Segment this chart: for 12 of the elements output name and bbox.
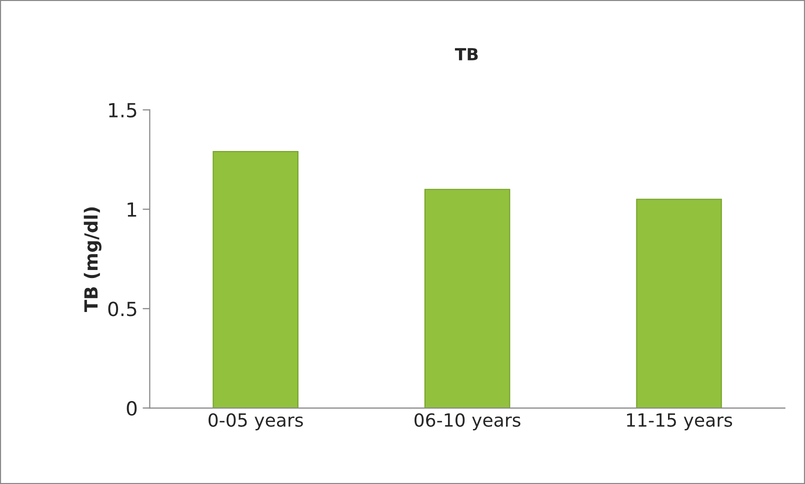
x-tick-label: 11-15 years — [627, 413, 732, 430]
y-tick-label: 0 — [126, 400, 137, 416]
bar — [424, 188, 510, 408]
chart-title: TB — [454, 48, 478, 60]
bar — [212, 151, 298, 408]
x-tick-label: 06-10 years — [414, 413, 520, 430]
y-tick-label: 0.5 — [108, 302, 136, 316]
y-tick-label: 1 — [128, 202, 136, 217]
y-axis-title: TB (mg/dl) — [84, 207, 102, 312]
y-tick-label: 1.5 — [109, 103, 136, 118]
bar — [636, 198, 722, 408]
x-tick-label: 0-05 years — [208, 413, 303, 430]
